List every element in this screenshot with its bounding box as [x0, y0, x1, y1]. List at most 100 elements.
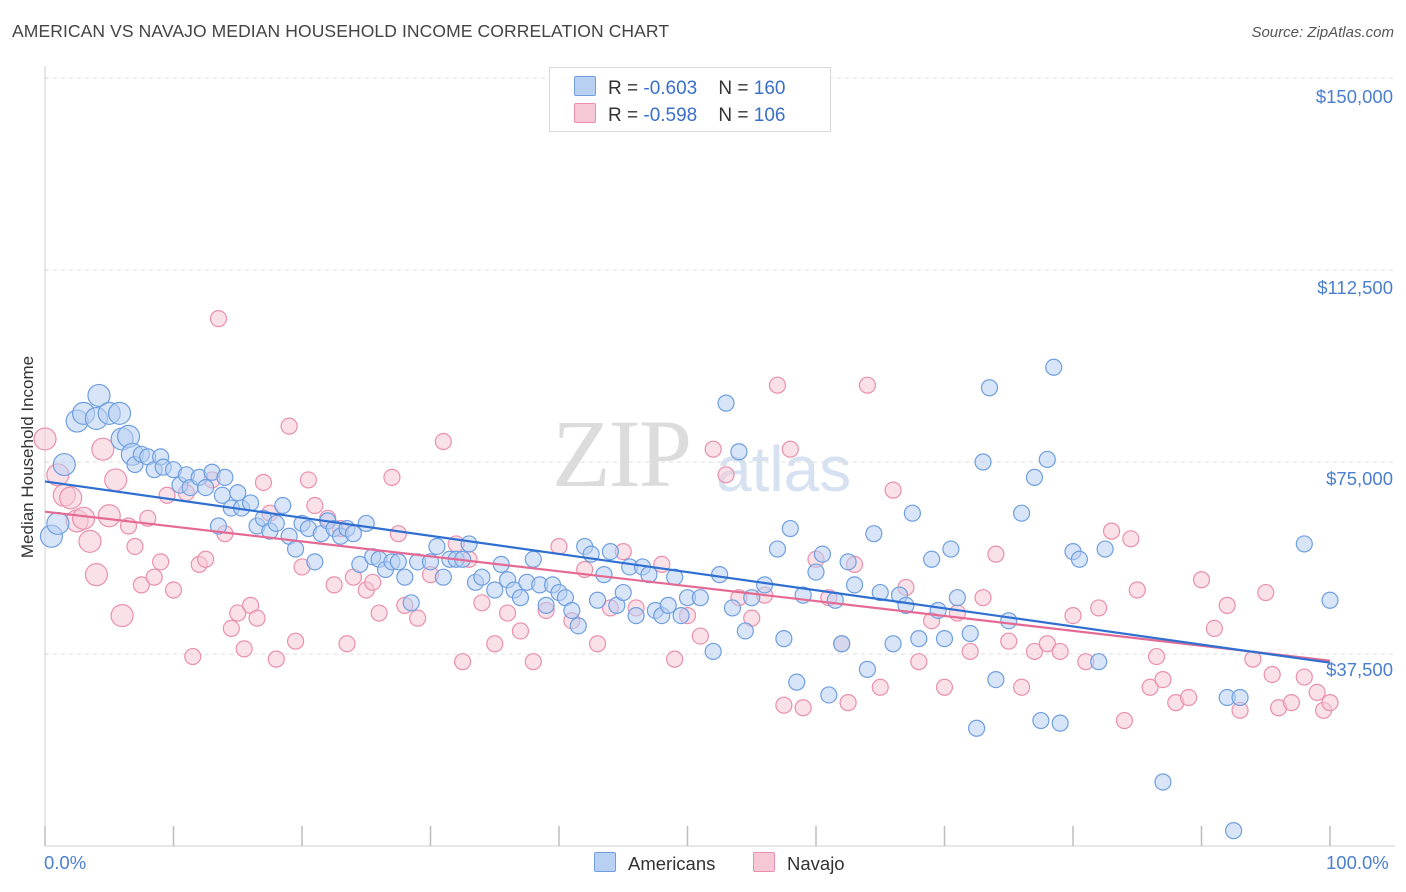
trend-lines [44, 480, 1331, 664]
navajo-point [164, 581, 183, 599]
navajo-point [1025, 642, 1044, 661]
americans-point [627, 606, 645, 625]
americans-swatch [594, 852, 616, 872]
navajo-point [197, 550, 215, 568]
navajo-point [370, 604, 388, 622]
navajo-point [248, 609, 266, 627]
navajo-point [132, 576, 150, 594]
navajo-point [871, 678, 889, 696]
x-tick-label: 100.0% [1326, 852, 1389, 873]
americans-point [1090, 653, 1108, 671]
americans-point [428, 537, 446, 556]
navajo-point [33, 427, 57, 451]
americans-point [473, 568, 491, 586]
navajo-point [524, 653, 542, 671]
navajo-point [1038, 635, 1056, 653]
navajo-point [974, 589, 992, 607]
americans-point [672, 606, 690, 625]
navajo-point [717, 466, 735, 484]
navajo-point [775, 696, 793, 714]
americans-point [563, 601, 581, 620]
americans-point [614, 583, 632, 602]
americans-point [788, 673, 806, 691]
americans-point [980, 379, 999, 397]
navajo-point [1128, 581, 1146, 599]
axes [44, 66, 1395, 847]
navajo-point [1141, 678, 1159, 696]
americans-point [968, 719, 986, 737]
americans-swatch [574, 76, 596, 96]
americans-point [286, 540, 305, 558]
navajo-point [71, 506, 96, 530]
americans-point [588, 591, 607, 609]
navajo-swatch [753, 852, 775, 872]
americans-point [730, 443, 748, 461]
navajo-point [383, 468, 401, 486]
americans-point [865, 525, 883, 543]
navajo-point [1192, 571, 1211, 589]
americans-point [402, 594, 420, 612]
y-axis-label: Median Household Income [18, 355, 37, 559]
americans-point [935, 630, 954, 648]
americans-point [107, 401, 132, 425]
americans-point [537, 596, 555, 614]
navajo-point [1308, 683, 1326, 702]
navajo-point [84, 563, 109, 587]
navajo-point [286, 632, 305, 650]
americans-points [39, 358, 1339, 840]
americans-point [216, 468, 234, 486]
navajo-point [325, 576, 343, 594]
americans-point [833, 635, 851, 653]
navajo-point [666, 650, 684, 668]
americans-point [1295, 535, 1313, 553]
americans-point [711, 566, 729, 584]
americans-point [768, 540, 787, 558]
navajo-point [1102, 522, 1121, 540]
americans-point [910, 630, 928, 648]
americans-point [486, 581, 504, 599]
americans-point [389, 553, 407, 571]
navajo-point [1122, 530, 1140, 548]
navajo-point [1147, 647, 1166, 666]
americans-point [46, 511, 70, 536]
americans-point [781, 519, 799, 538]
americans-point [923, 550, 941, 568]
navajo-point [267, 650, 285, 668]
americans-point [813, 545, 832, 563]
navajo-point [1180, 688, 1198, 707]
americans-point [871, 583, 889, 602]
legend: R = -0.603 N = 160 R = -0.598 N = 106 [549, 67, 831, 132]
americans-point [691, 589, 709, 607]
y-tick-label: $75,000 [1326, 468, 1393, 489]
americans-point [775, 630, 793, 648]
y-tick-label: $150,000 [1315, 86, 1393, 107]
bottom-legend-navajo: Navajo [753, 852, 845, 875]
americans-point [717, 394, 735, 412]
navajo-point [91, 437, 115, 461]
navajo-point [486, 635, 504, 653]
americans-point [434, 568, 452, 586]
americans-point [1096, 540, 1114, 558]
legend-row-americans: R = -0.603 N = 160 [574, 76, 785, 102]
legend-row-navajo: R = -0.598 N = 106 [574, 103, 785, 129]
navajo-point [409, 609, 427, 627]
navajo-point [299, 471, 318, 489]
americans-point [1000, 612, 1018, 630]
americans-point [511, 589, 530, 607]
navajo-point [1154, 670, 1172, 689]
americans-point [1225, 822, 1243, 840]
navajo-point [1000, 632, 1018, 650]
americans-point [229, 484, 247, 502]
navajo-point [1282, 694, 1301, 712]
navajo-point [473, 594, 491, 612]
americans-point [357, 514, 375, 533]
americans-point [884, 635, 902, 653]
americans-point [351, 555, 369, 574]
americans-point [52, 452, 76, 477]
americans-point [903, 504, 921, 522]
americans-point [704, 642, 722, 661]
navajo-point [1090, 599, 1108, 617]
navajo-point [884, 481, 902, 499]
americans-point [595, 566, 613, 584]
navajo-point [1263, 665, 1281, 684]
